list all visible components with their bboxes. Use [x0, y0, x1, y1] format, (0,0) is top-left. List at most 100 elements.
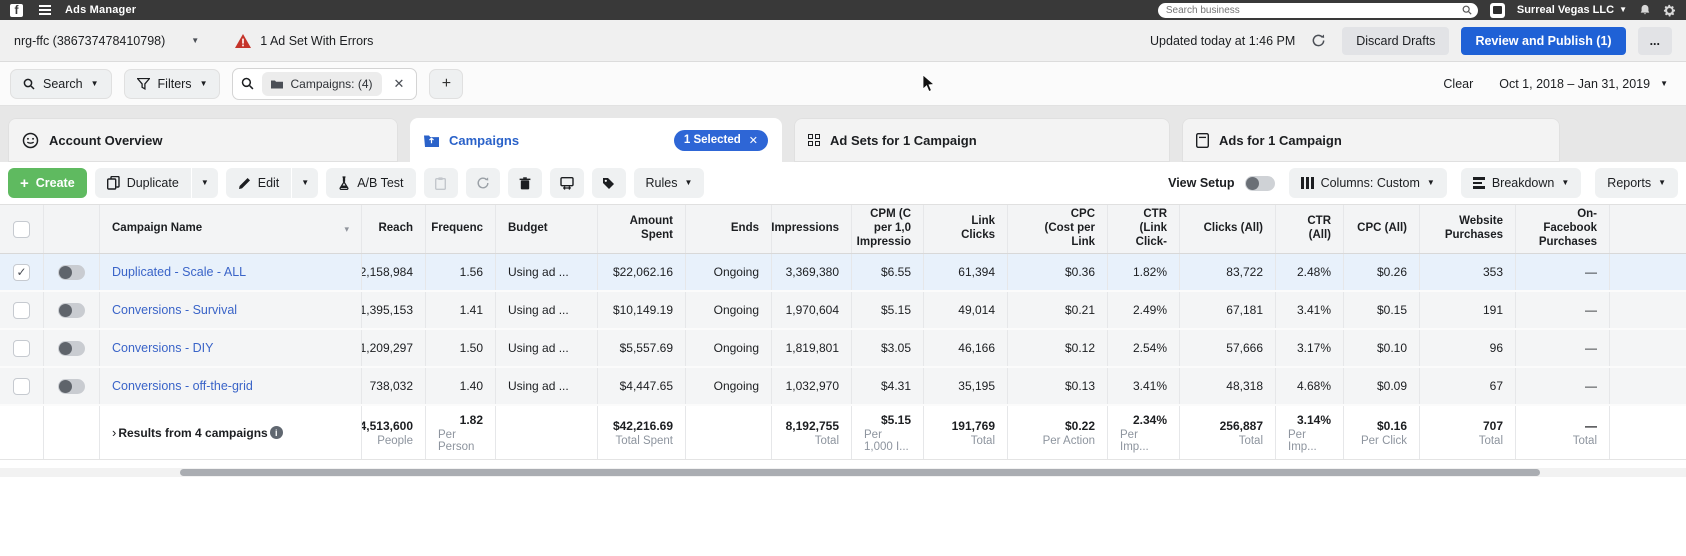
column-header[interactable]: Impressions — [772, 205, 852, 253]
campaign-status-toggle[interactable] — [58, 378, 85, 394]
discard-drafts-button[interactable]: Discard Drafts — [1342, 26, 1450, 55]
settings-gear-icon[interactable] — [1663, 4, 1676, 17]
column-header[interactable]: CPM (C per 1,0 Impressio — [852, 205, 924, 253]
metric-cell: 1,395,153 — [362, 292, 426, 328]
ab-test-button[interactable]: A/B Test — [326, 168, 416, 198]
history-button[interactable] — [465, 168, 500, 198]
view-setup-toggle[interactable]: View Setup — [1168, 175, 1275, 191]
row-checkbox[interactable] — [13, 339, 30, 357]
breakdown-dropdown-button[interactable]: Breakdown ▼ — [1460, 168, 1582, 198]
ad-account-selector[interactable]: nrg-ffc (386737478410798) ▼ — [14, 34, 199, 48]
row-checkbox[interactable] — [13, 301, 30, 319]
scrollbar-thumb[interactable] — [180, 469, 1540, 476]
summary-sublabel: Total — [1478, 434, 1503, 447]
tab-account-overview[interactable]: Account Overview — [8, 118, 398, 162]
campaign-name-link[interactable]: Conversions - off-the-grid — [112, 379, 253, 393]
metric-cell: Ongoing — [686, 254, 772, 290]
metric-cell: 738,032 — [362, 368, 426, 404]
error-count-text: 1 Ad Set With Errors — [260, 33, 374, 48]
column-header[interactable]: Clicks (All) — [1180, 205, 1276, 253]
search-dropdown-button[interactable]: Search ▼ — [10, 68, 112, 99]
campaign-status-toggle[interactable] — [58, 340, 85, 356]
chevron-down-icon: ▼ — [1660, 78, 1668, 88]
duplicate-dropdown-button[interactable]: ▼ — [191, 168, 218, 198]
row-checkbox[interactable]: ✓ — [13, 263, 30, 281]
metric-cell: 191 — [1420, 292, 1516, 328]
clear-date-link[interactable]: Clear — [1443, 76, 1474, 91]
edit-label: Edit — [257, 176, 280, 190]
delete-button[interactable] — [507, 168, 542, 198]
campaigns-folder-icon — [424, 135, 439, 147]
summary-metric-cell: $42,216.69 Total Spent — [598, 406, 686, 459]
campaigns-filter-chip[interactable]: Campaigns: (4) — [262, 71, 382, 96]
column-header[interactable]: CTR (Link Click- — [1108, 205, 1180, 253]
more-options-button[interactable]: ... — [1637, 26, 1672, 55]
create-button[interactable]: + Create — [8, 168, 87, 198]
column-header[interactable]: Frequenc — [426, 205, 496, 253]
export-button[interactable] — [549, 168, 584, 198]
edit-dropdown-button[interactable]: ▼ — [292, 168, 319, 198]
filter-search-box[interactable]: Campaigns: (4) ✕ — [232, 67, 418, 100]
column-header[interactable]: Ends — [686, 205, 772, 253]
clear-selection-icon[interactable]: ✕ — [748, 134, 758, 147]
pin-button[interactable] — [423, 168, 458, 198]
row-checkbox[interactable] — [13, 377, 30, 395]
campaign-name-link[interactable]: Duplicated - Scale - ALL — [112, 265, 247, 279]
filters-dropdown-button[interactable]: Filters ▼ — [123, 68, 221, 99]
date-range-selector[interactable]: Oct 1, 2018 – Jan 31, 2019 ▼ — [1499, 77, 1668, 91]
summary-sublabel: Per Imp... — [1288, 428, 1317, 453]
notifications-bell-icon[interactable] — [1639, 4, 1651, 16]
selected-count-badge[interactable]: 1 Selected ✕ — [673, 129, 768, 151]
export-import-icon — [559, 176, 574, 190]
campaign-name-link[interactable]: Conversions - Survival — [112, 303, 238, 317]
column-header[interactable]: Website Purchases — [1420, 205, 1516, 253]
business-switcher[interactable]: Surreal Vegas LLC ▼ — [1517, 4, 1627, 16]
info-icon[interactable]: i — [269, 426, 283, 439]
duplicate-button[interactable]: Duplicate — [94, 168, 191, 198]
column-header[interactable]: On- Facebook Purchases — [1516, 205, 1610, 253]
campaign-status-toggle[interactable] — [58, 302, 85, 318]
chevron-down-icon: ▼ — [1426, 178, 1435, 187]
search-icon — [23, 78, 35, 90]
refresh-button[interactable] — [1307, 29, 1330, 52]
review-and-publish-button[interactable]: Review and Publish (1) — [1461, 26, 1626, 55]
add-filter-button[interactable]: + — [429, 68, 464, 99]
select-all-checkbox[interactable] — [0, 205, 44, 253]
metric-cell: 83,722 — [1180, 254, 1276, 290]
column-header[interactable]: Link Clicks — [924, 205, 1008, 253]
campaign-name-link[interactable]: Conversions - DIY — [112, 341, 214, 355]
facebook-logo-icon[interactable]: f — [10, 3, 23, 17]
toggle-switch-icon[interactable] — [1244, 175, 1275, 191]
column-header[interactable]: CPC (Cost per Link — [1008, 205, 1108, 253]
columns-dropdown-button[interactable]: Columns: Custom ▼ — [1288, 168, 1447, 198]
summary-metric-cell: $5.15 Per 1,000 I... — [852, 406, 924, 459]
level-tabs: Account Overview Campaigns 1 Selected ✕ … — [0, 106, 1686, 162]
metric-cell: 1,209,297 — [362, 330, 426, 366]
column-header[interactable]: Amount Spent — [598, 205, 686, 253]
tab-ad-sets[interactable]: Ad Sets for 1 Campaign — [794, 118, 1170, 162]
column-header[interactable]: Budget — [496, 205, 598, 253]
edit-button[interactable]: Edit — [225, 168, 292, 198]
chevron-right-icon[interactable]: › — [112, 425, 117, 440]
column-header-campaign-name[interactable]: Campaign Name ▾ — [100, 205, 362, 253]
tag-button[interactable] — [591, 168, 626, 198]
rules-dropdown-button[interactable]: Rules ▼ — [633, 168, 705, 198]
summary-value: 256,887 — [1219, 418, 1263, 433]
metric-cell: 2.54% — [1108, 330, 1180, 366]
hamburger-menu-icon[interactable] — [39, 5, 51, 15]
summary-sublabel: Per 1,000 I... — [864, 428, 909, 453]
business-avatar[interactable] — [1489, 2, 1505, 18]
tab-campaigns[interactable]: Campaigns 1 Selected ✕ — [410, 118, 782, 162]
column-header[interactable]: Reach — [362, 205, 426, 253]
metric-cell: 1.40 — [426, 368, 496, 404]
reports-dropdown-button[interactable]: Reports ▼ — [1595, 168, 1678, 198]
campaigns-table: Campaign Name ▾ Reach Frequenc Budget Amount … — [0, 204, 1686, 460]
column-header[interactable]: CPC (All) — [1344, 205, 1420, 253]
campaign-status-toggle[interactable] — [58, 264, 85, 280]
adset-error-notice[interactable]: 1 Ad Set With Errors — [235, 33, 374, 48]
search-business-input[interactable] — [1157, 2, 1478, 18]
tab-ads[interactable]: Ads for 1 Campaign — [1182, 118, 1560, 162]
column-header[interactable]: CTR (All) — [1276, 205, 1344, 253]
plus-icon: + — [20, 174, 29, 192]
remove-filter-icon[interactable]: ✕ — [393, 75, 405, 91]
